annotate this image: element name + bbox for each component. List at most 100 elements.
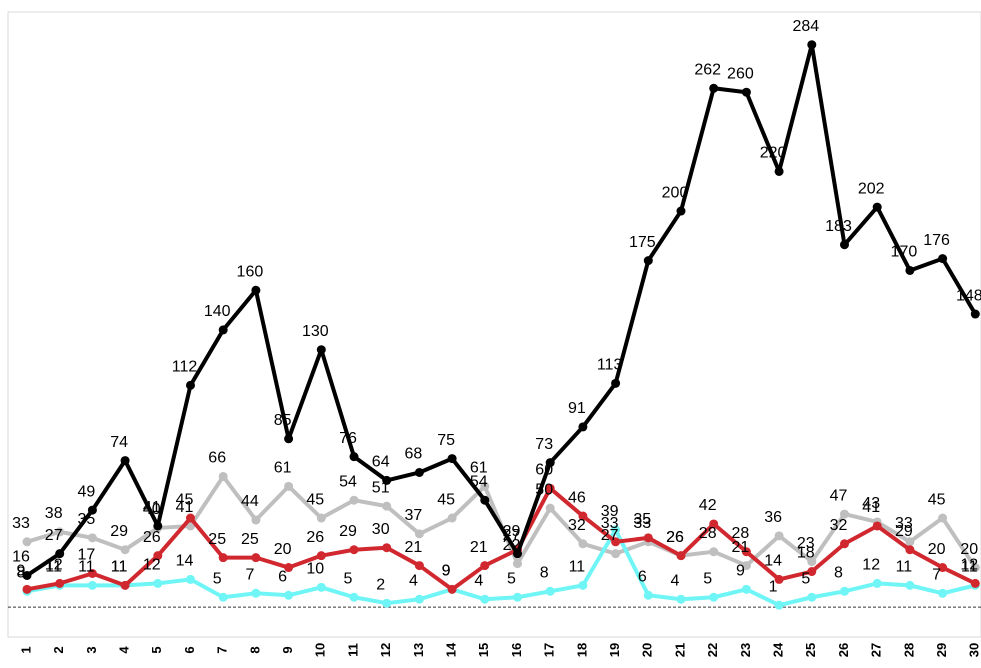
data-label: 42 <box>699 497 717 514</box>
data-label: 16 <box>12 549 30 566</box>
data-label: 21 <box>405 539 423 556</box>
point <box>316 551 326 561</box>
point <box>545 483 555 493</box>
data-label: 29 <box>503 523 521 540</box>
point <box>55 578 65 588</box>
point <box>513 559 522 569</box>
point <box>807 557 817 567</box>
point <box>611 537 621 547</box>
data-label: 12 <box>143 557 161 574</box>
data-label: 29 <box>895 523 913 540</box>
point <box>709 592 719 602</box>
point <box>447 513 457 523</box>
point <box>382 501 392 511</box>
data-label: 6 <box>638 568 647 585</box>
point <box>251 553 261 563</box>
point <box>840 240 849 250</box>
data-label: 66 <box>208 450 226 467</box>
data-label: 85 <box>274 412 292 429</box>
point <box>218 592 228 602</box>
data-label: 33 <box>633 515 651 532</box>
data-label: 11 <box>45 559 62 576</box>
data-label: 11 <box>111 559 128 576</box>
data-label: 36 <box>764 509 782 526</box>
x-tick-label: 27 <box>869 643 884 657</box>
data-label: 5 <box>801 570 810 587</box>
data-label: 175 <box>629 234 656 251</box>
data-label: 41 <box>143 499 161 516</box>
point <box>480 481 490 491</box>
point <box>905 537 915 547</box>
point <box>186 513 195 523</box>
x-tick-label: 7 <box>215 646 230 653</box>
data-label: 33 <box>895 515 913 532</box>
point <box>349 452 359 462</box>
x-tick-label: 22 <box>705 643 720 657</box>
point <box>153 521 163 531</box>
point <box>251 285 261 295</box>
series-line <box>26 527 976 608</box>
data-label: 14 <box>176 553 194 570</box>
x-tick-label: 23 <box>738 643 753 657</box>
data-label: 20 <box>274 541 292 558</box>
point <box>414 467 424 477</box>
point <box>153 578 163 588</box>
point <box>218 471 228 481</box>
x-tick-label: 20 <box>640 643 655 657</box>
data-label: 45 <box>928 491 946 508</box>
point <box>87 505 97 515</box>
data-label: 29 <box>110 523 128 540</box>
data-label: 4 <box>474 572 483 589</box>
point <box>970 578 980 588</box>
x-tick-label: 4 <box>117 646 132 654</box>
point <box>414 561 424 571</box>
data-label: 11 <box>961 559 978 576</box>
point <box>938 563 948 573</box>
data-label: 26 <box>143 529 161 546</box>
data-label: 12 <box>862 557 880 574</box>
data-label: 91 <box>568 400 586 417</box>
x-tick-label: 14 <box>444 642 459 657</box>
data-label: 33 <box>601 515 619 532</box>
point <box>578 539 588 549</box>
point <box>741 561 751 571</box>
point <box>382 543 392 553</box>
data-label: 113 <box>597 357 623 374</box>
point <box>807 592 817 602</box>
data-label: 22 <box>503 537 521 554</box>
data-label: 49 <box>78 483 96 500</box>
data-label: 61 <box>274 460 292 477</box>
data-label: 170 <box>891 244 918 261</box>
data-label: 51 <box>372 479 390 496</box>
point <box>22 584 32 594</box>
point <box>840 509 849 519</box>
data-label: 40 <box>143 501 161 518</box>
data-label: 32 <box>568 517 586 534</box>
point <box>970 309 980 319</box>
data-label: 202 <box>858 180 885 197</box>
data-label: 54 <box>339 473 357 490</box>
data-label: 20 <box>928 541 946 558</box>
point <box>774 166 784 176</box>
point <box>480 594 490 604</box>
point <box>905 545 915 555</box>
point <box>676 551 686 561</box>
data-label: 46 <box>568 489 586 506</box>
point <box>872 202 882 212</box>
data-label: 44 <box>241 493 259 510</box>
data-label: 148 <box>956 287 981 304</box>
data-label: 260 <box>727 65 754 82</box>
point <box>480 561 490 571</box>
point <box>414 594 424 604</box>
point <box>186 380 195 390</box>
data-label: 262 <box>694 61 721 78</box>
point <box>807 40 817 50</box>
point <box>578 422 588 432</box>
data-label: 26 <box>306 529 324 546</box>
x-tick-label: 8 <box>247 646 262 653</box>
data-label: 25 <box>208 531 226 548</box>
point <box>447 454 457 464</box>
data-label: 33 <box>12 515 30 532</box>
x-tick-label: 25 <box>803 643 818 657</box>
